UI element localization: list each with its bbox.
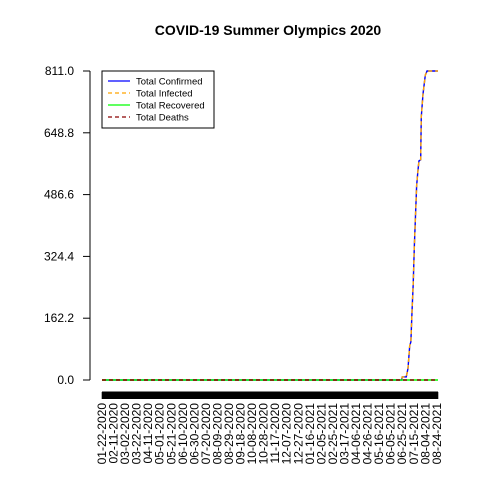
y-tick-label: 162.2 (44, 311, 74, 325)
x-tick-label: 08-09-2020 (210, 403, 224, 465)
x-tick-label: 11-17-2020 (268, 403, 282, 464)
x-tick-label: 05-16-2021 (372, 403, 386, 465)
x-tick-label: 07-20-2020 (199, 403, 213, 465)
x-tick-label: 02-11-2020 (107, 403, 121, 464)
x-tick-label: 06-25-2021 (395, 403, 409, 465)
x-tick-marks (101, 392, 439, 399)
chart-title: COVID-19 Summer Olympics 2020 (155, 22, 382, 38)
x-tick-label: 07-15-2021 (407, 403, 421, 465)
x-tick-label: 01-16-2021 (303, 403, 317, 465)
x-tick-label: 10-28-2020 (257, 403, 271, 465)
x-tick-label: 08-29-2020 (222, 403, 236, 465)
y-axis: 0.0 162.2 324.4 486.6 648.8 811.0 (44, 64, 91, 387)
y-tick-label: 486.6 (44, 188, 74, 202)
legend-label: Total Deaths (136, 113, 189, 124)
y-tick-label: 811.0 (45, 64, 74, 78)
x-tick-label: 06-05-2021 (384, 403, 398, 465)
x-tick-label: 06-10-2020 (176, 403, 190, 465)
x-tick-label: 03-22-2020 (130, 403, 144, 465)
x-tick-label: 05-21-2020 (164, 403, 178, 465)
x-tick-label: 08-24-2021 (430, 403, 444, 465)
x-tick-label: 08-04-2021 (418, 403, 432, 465)
legend-label: Total Infected (136, 89, 193, 100)
x-tick-label: 12-07-2020 (280, 403, 294, 465)
legend-label: Total Recovered (136, 101, 205, 112)
x-tick-label: 03-17-2021 (337, 403, 351, 465)
series-line-total-infected (102, 70, 438, 381)
x-tick-label: 09-18-2020 (234, 403, 248, 465)
x-tick-label: 01-22-2020 (95, 403, 109, 465)
x-tick-label: 03-02-2020 (118, 403, 132, 465)
x-tick-label: 05-01-2020 (153, 403, 167, 465)
x-tick-label: 04-11-2020 (141, 403, 155, 464)
x-tick-label: 04-06-2021 (349, 403, 363, 465)
y-tick-label: 0.0 (57, 373, 74, 387)
legend-label: Total Confirmed (136, 77, 203, 88)
x-tick-label: 02-05-2021 (314, 403, 328, 465)
x-tick-label: 06-30-2020 (187, 403, 201, 465)
x-tick-label: 10-08-2020 (245, 403, 259, 465)
series-layer (102, 70, 438, 381)
x-tick-label: 02-25-2021 (326, 403, 340, 465)
y-tick-label: 648.8 (44, 126, 74, 140)
x-tick-label: 04-26-2021 (361, 403, 375, 465)
x-tick-label: 12-27-2020 (291, 403, 305, 465)
x-axis: 01-22-202002-11-202003-02-202003-22-2020… (95, 391, 444, 465)
y-tick-label: 324.4 (44, 249, 74, 263)
